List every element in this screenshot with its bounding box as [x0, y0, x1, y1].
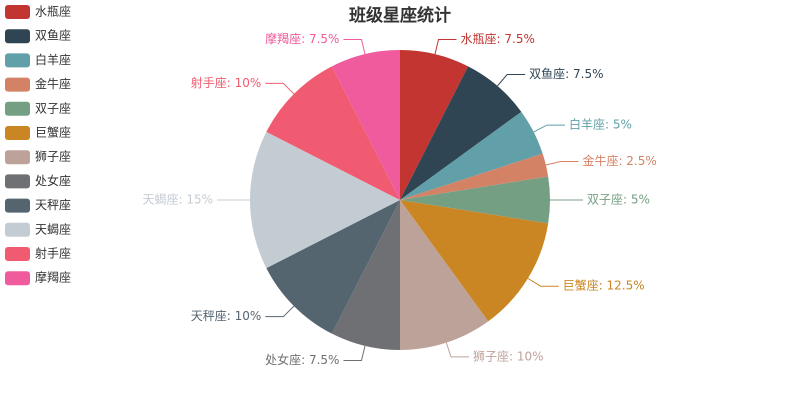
pie-slice[interactable]	[400, 66, 522, 200]
legend-swatch[interactable]	[5, 77, 30, 92]
legend-swatch[interactable]	[5, 5, 30, 19]
data-label: 天秤座: 10%	[191, 308, 262, 323]
pie-slice[interactable]	[400, 200, 489, 350]
legend-swatch[interactable]	[5, 222, 30, 237]
legend-swatch[interactable]	[5, 247, 30, 261]
legend-label[interactable]: 处女座	[35, 173, 71, 188]
pie-slice[interactable]	[400, 153, 549, 200]
label-line	[545, 160, 579, 166]
label-line	[265, 305, 295, 318]
data-label: 白羊座: 5%	[569, 117, 632, 132]
label-line	[343, 39, 366, 55]
label-line	[434, 39, 457, 55]
label-line	[265, 82, 295, 95]
data-label: 水瓶座: 7.5%	[461, 31, 535, 46]
data-label: 天蝎座: 15%	[142, 192, 213, 207]
pie-slice[interactable]	[400, 111, 543, 200]
legend-swatch[interactable]	[5, 53, 30, 68]
legend-label[interactable]: 双鱼座	[35, 28, 71, 43]
legend-swatch[interactable]	[5, 271, 30, 286]
legend-swatch[interactable]	[5, 174, 30, 189]
label-line	[445, 342, 469, 358]
pie-slice[interactable]	[400, 50, 469, 200]
chart-title: 班级星座统计	[349, 5, 451, 26]
data-label: 狮子座: 10%	[473, 348, 544, 363]
legend-label[interactable]: 狮子座	[35, 149, 71, 164]
pie-slice[interactable]	[400, 200, 549, 322]
legend-label[interactable]: 白羊座	[35, 52, 71, 67]
data-label: 射手座: 10%	[191, 75, 262, 90]
pie-slice[interactable]	[250, 131, 400, 269]
label-line	[497, 74, 526, 87]
pie-slice[interactable]	[331, 50, 400, 200]
pie-slice[interactable]	[331, 200, 400, 350]
legend-label[interactable]: 双子座	[35, 100, 71, 115]
data-label: 双子座: 5%	[587, 192, 650, 207]
legend-label[interactable]: 巨蟹座	[35, 125, 71, 140]
data-label: 金牛座: 2.5%	[582, 153, 656, 168]
legend-swatch[interactable]	[5, 29, 30, 44]
pie-slice[interactable]	[266, 200, 400, 334]
legend-label[interactable]: 天蝎座	[35, 221, 71, 236]
pie-slice[interactable]	[266, 66, 400, 200]
data-label: 巨蟹座: 12.5%	[563, 278, 645, 293]
legend-swatch[interactable]	[5, 101, 30, 116]
legend-label[interactable]: 射手座	[35, 246, 71, 261]
legend-label[interactable]: 水瓶座	[35, 4, 71, 19]
label-line	[527, 277, 559, 287]
data-label: 双鱼座: 7.5%	[529, 66, 603, 81]
legend-swatch[interactable]	[5, 126, 30, 140]
data-label: 处女座: 7.5%	[265, 352, 339, 367]
data-label: 摩羯座: 7.5%	[265, 31, 339, 46]
legend-label[interactable]: 金牛座	[35, 76, 71, 91]
legend-swatch[interactable]	[5, 150, 30, 165]
pie-slice[interactable]	[400, 176, 550, 224]
legend-label[interactable]: 天秤座	[35, 197, 71, 212]
legend-label[interactable]: 摩羯座	[35, 270, 71, 285]
label-line	[533, 124, 566, 133]
label-line	[343, 345, 366, 361]
legend-swatch[interactable]	[5, 198, 30, 213]
